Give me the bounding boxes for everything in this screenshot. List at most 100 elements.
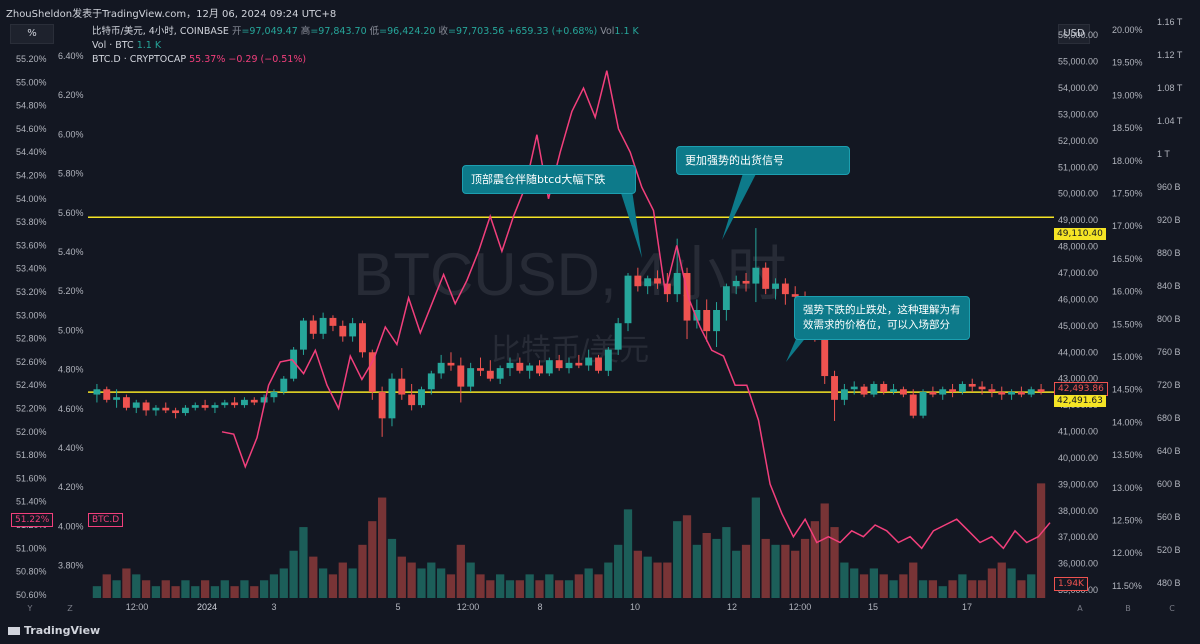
chart-canvas[interactable]: BTCUSD, 4小时 比特币/美元 56,000.00 55,000.00 54,… [0, 0, 1200, 620]
price-tick-label: 45,000.00 [1058, 321, 1098, 331]
candles-layer [93, 228, 1045, 437]
candle-body [398, 378, 406, 395]
candle-body [309, 320, 317, 334]
candle-body [831, 376, 838, 400]
btcd-value-tag[interactable]: 51.22% [11, 513, 54, 527]
callout-support-demand[interactable]: 强势下跌的止跌处，这种理解为有 效需求的价格位，可以入场部分 [794, 296, 970, 340]
candle-body [132, 402, 140, 408]
volume-tag[interactable]: 1.94K [1054, 577, 1088, 591]
price-tick-label: 44,000.00 [1058, 347, 1098, 357]
btcd-name-tag[interactable]: BTC.D [88, 513, 124, 527]
right-pct-tick-label: 14.00% [1112, 417, 1143, 427]
callout-top-shakeout-text: 顶部震仓伴随btcd大幅下跌 [471, 173, 606, 186]
candle-body [349, 323, 357, 337]
btcd-left-tick-label: 52.60% [16, 357, 47, 367]
candle-body [388, 378, 396, 419]
volume-bar [338, 562, 347, 598]
volume-bar [535, 580, 544, 598]
tradingview-brand[interactable]: TradingView [8, 624, 100, 637]
legend-btcd-row[interactable]: BTC.D · CRYPTOCAP 55.37% −0.29 (−0.51%) [92, 53, 639, 67]
volume-bar [269, 574, 279, 598]
legend-close: =97,703.56 [448, 26, 505, 37]
volume-bar [92, 586, 102, 598]
candle-body [1008, 391, 1016, 395]
right-pct-tick-label: 19.00% [1112, 90, 1143, 100]
horizontal-lines[interactable] [88, 216, 1054, 393]
candle-body [427, 373, 435, 390]
scale-y-button[interactable]: Y [27, 604, 33, 613]
candle-body [496, 368, 504, 379]
callout-top-shakeout-pointer [620, 190, 642, 258]
right-pct-tick-label: 20.00% [1112, 25, 1143, 35]
volume-bar [869, 568, 879, 598]
volume-bar [722, 527, 731, 598]
right-cap-tick-label: 920 B [1157, 215, 1181, 225]
candle-body [1037, 389, 1045, 392]
time-tick-label: 12:00 [457, 602, 480, 612]
candle-body [260, 397, 268, 403]
candle-body [604, 349, 612, 371]
volume-bar [830, 527, 839, 598]
btcd-left-tick-label: 53.80% [16, 217, 47, 227]
volume-bar [309, 556, 318, 598]
volume-bar [387, 538, 397, 598]
percent-scale-button[interactable]: % [10, 24, 54, 44]
right-cap-tick-label: 560 B [1157, 512, 1181, 522]
volume-bar [191, 586, 200, 598]
volume-bar [564, 580, 574, 598]
btcd-left-tick-label: 52.00% [16, 427, 47, 437]
candle-body [703, 310, 711, 332]
volume-bar [918, 580, 928, 598]
btcd-left-tick-label: 51.80% [16, 450, 47, 460]
current-price-tag[interactable]: 42,493.86 [1054, 382, 1108, 396]
price-tick-label: 55,000.00 [1058, 57, 1098, 67]
volume-bar [732, 550, 741, 598]
volume-bar [653, 562, 662, 598]
candle-body [909, 394, 917, 416]
watermark-main: BTCUSD, 4小时 [353, 241, 786, 308]
volume-bar [289, 550, 298, 598]
candle-body [231, 402, 239, 406]
volume-layer [92, 483, 1046, 598]
right-cap-tick-label: 1.08 T [1157, 83, 1183, 93]
legend-low-label: 低 [369, 26, 380, 37]
right-pct-tick-label: 16.00% [1112, 287, 1143, 297]
currency-button[interactable]: USD [1058, 24, 1090, 44]
scale-a-button[interactable]: A [1077, 604, 1083, 613]
legend-main-row[interactable]: 比特币/美元, 4小时, COINBASE 开=97,049.47 高=97,8… [92, 25, 639, 39]
volume-bar [810, 521, 820, 598]
scale-z-button[interactable]: Z [67, 604, 73, 613]
candle-body [457, 365, 465, 387]
volume-bar [850, 568, 859, 598]
btcd-left-tick-label: 54.60% [16, 124, 47, 134]
legend-high: =97,843.70 [310, 26, 367, 37]
btcd-left-tick-label: 53.60% [16, 240, 47, 250]
volume-bar [446, 574, 456, 598]
volume-bar [407, 562, 416, 598]
volume-bar [643, 556, 652, 598]
scale-c-button[interactable]: C [1169, 604, 1175, 613]
legend-volume-value: 1.1 K [136, 40, 162, 51]
volume-bar [141, 580, 151, 598]
volume-bar [240, 580, 249, 598]
btcd-left-tick-label: 53.20% [16, 287, 47, 297]
legend-volume-row[interactable]: Vol · BTC 1.1 K [92, 39, 639, 53]
hline-bottom-price-tag[interactable]: 42,491.63 [1054, 395, 1106, 407]
volume-bar [378, 497, 387, 598]
volume-bar [417, 568, 426, 598]
candle-body [890, 389, 897, 392]
hline-top-price-tag[interactable]: 49,110.40 [1054, 228, 1106, 240]
btcd-left-tick-label: 54.20% [16, 171, 47, 181]
candle-body [595, 357, 602, 371]
watermark-sub: 比特币/美元 [491, 334, 649, 367]
callout-top-shakeout[interactable]: 顶部震仓伴随btcd大幅下跌 [462, 165, 636, 194]
scale-b-button[interactable]: B [1125, 604, 1131, 613]
volume-bar [368, 521, 377, 598]
candle-body [958, 383, 966, 392]
callout-distribution-signal[interactable]: 更加强势的出货信号 [676, 146, 850, 175]
candle-body [988, 389, 996, 392]
candle-body [919, 391, 927, 416]
candle-body [152, 407, 160, 411]
right-cap-tick-label: 840 B [1157, 281, 1181, 291]
candle-body [624, 275, 632, 324]
